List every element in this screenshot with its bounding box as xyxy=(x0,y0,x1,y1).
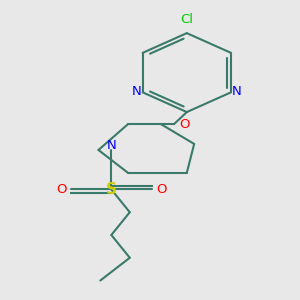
Text: O: O xyxy=(56,183,67,196)
Text: N: N xyxy=(232,85,242,98)
Text: O: O xyxy=(180,118,190,131)
Text: N: N xyxy=(132,85,142,98)
Text: N: N xyxy=(106,139,116,152)
Text: O: O xyxy=(156,183,166,196)
Text: S: S xyxy=(106,182,117,197)
Text: Cl: Cl xyxy=(180,13,193,26)
